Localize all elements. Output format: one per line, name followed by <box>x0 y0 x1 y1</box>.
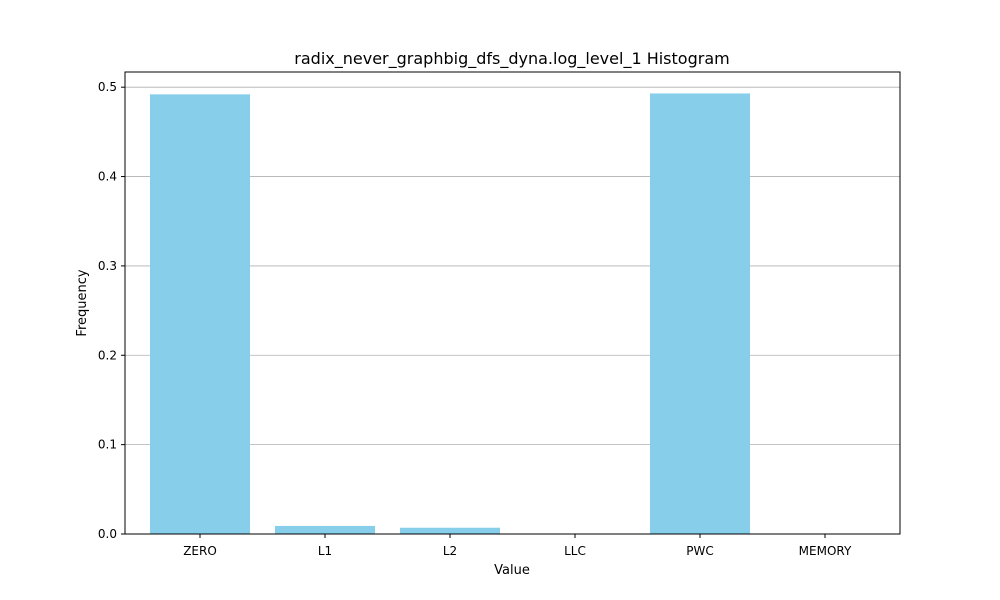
x-tick-label: L1 <box>318 544 332 558</box>
y-ticks: 0.0 0.1 0.2 0.3 0.4 0.5 <box>98 80 125 541</box>
bar-zero <box>150 94 250 534</box>
bar-pwc <box>650 93 750 534</box>
x-tick-label: ZERO <box>183 544 217 558</box>
x-ticks: ZERO L1 L2 LLC PWC MEMORY <box>183 534 852 558</box>
x-axis-label: Value <box>494 563 530 578</box>
x-tick-label: L2 <box>443 544 457 558</box>
bars <box>150 93 750 534</box>
y-tick-label: 0.3 <box>98 259 117 273</box>
x-tick-label: PWC <box>686 544 713 558</box>
y-axis-label: Frequency <box>75 269 90 336</box>
x-tick-label: MEMORY <box>799 544 852 558</box>
y-tick-label: 0.2 <box>98 348 117 362</box>
y-tick-label: 0.4 <box>98 170 117 184</box>
grid-lines <box>125 86 900 446</box>
x-tick-label: LLC <box>564 544 586 558</box>
chart-title: radix_never_graphbig_dfs_dyna.log_level_… <box>294 49 729 69</box>
y-tick-label: 0.0 <box>98 527 117 541</box>
plot-frame <box>124 71 901 535</box>
y-tick-label: 0.1 <box>98 438 117 452</box>
y-tick-label: 0.5 <box>98 80 117 94</box>
bar-l2 <box>400 527 500 534</box>
bar-l1 <box>275 525 375 534</box>
